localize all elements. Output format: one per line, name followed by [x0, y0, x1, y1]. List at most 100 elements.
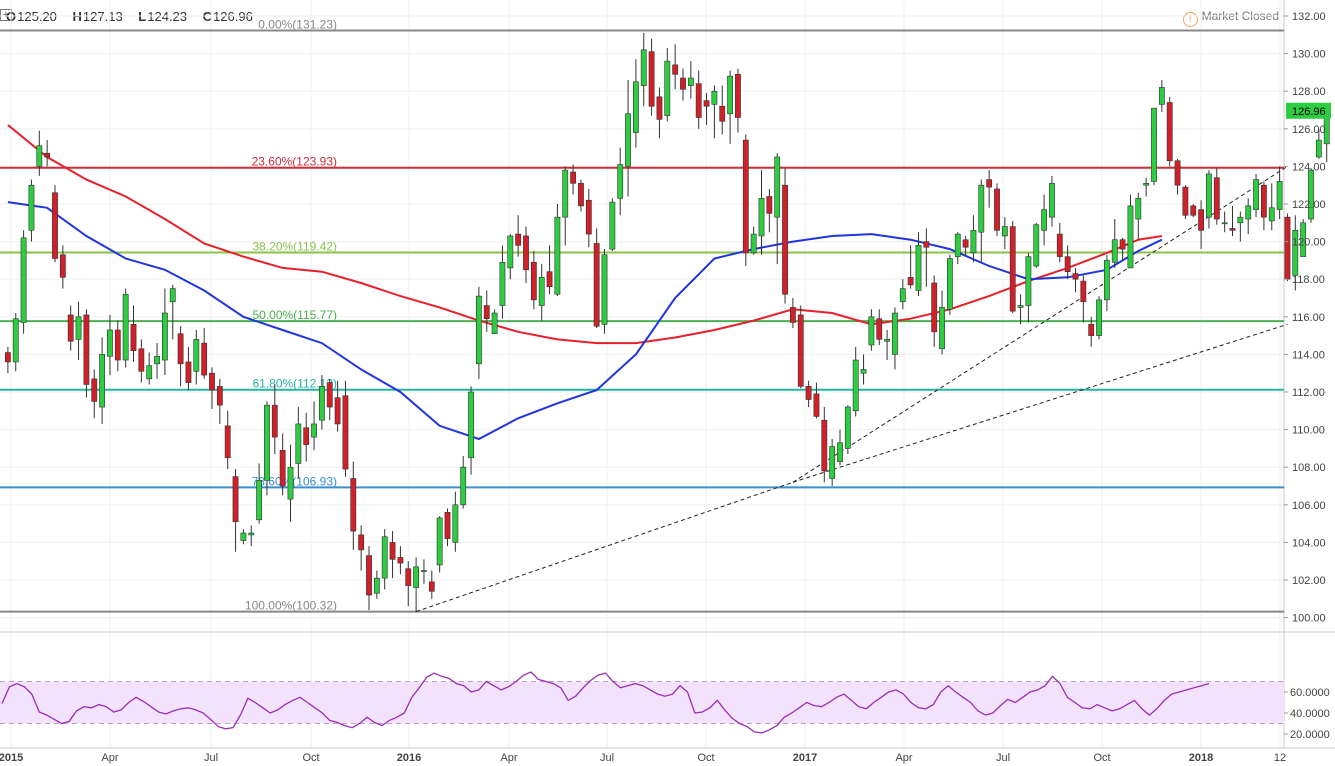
candle — [837, 429, 843, 466]
candle-body — [915, 245, 922, 291]
candle-body — [546, 271, 553, 288]
price-tick-label: 116.00 — [1292, 312, 1325, 324]
candle-body — [114, 329, 121, 361]
candle-body — [884, 339, 890, 342]
candle — [1072, 267, 1079, 293]
candle — [915, 232, 922, 297]
candle-body — [279, 449, 286, 487]
candle-body — [154, 355, 160, 365]
candle — [640, 32, 647, 107]
time-tick-label: 2017 — [793, 752, 817, 764]
candle — [680, 68, 686, 101]
candle-body — [1017, 305, 1024, 308]
candle — [1135, 192, 1142, 240]
candle-body — [1072, 273, 1079, 280]
candle-body — [499, 261, 506, 306]
candle-body — [609, 201, 616, 250]
rsi-line — [1, 671, 1210, 734]
candle — [593, 228, 600, 329]
time-tick-label: Oct — [302, 752, 319, 764]
candle-body — [1229, 228, 1236, 231]
candle — [1221, 211, 1228, 233]
candle-body — [428, 581, 435, 592]
candle-body — [656, 96, 663, 120]
candle-body — [625, 113, 631, 167]
fib-label: 50.00%(115.77) — [252, 308, 337, 322]
candle — [970, 215, 977, 263]
candle — [1300, 219, 1307, 257]
time-axis: 2015 Apr Jul Oct 2016 Apr Jul Oct 2017 Apr Jul Oct 2… — [0, 752, 1286, 764]
trendline — [415, 481, 794, 613]
candle — [1253, 173, 1259, 218]
candle — [852, 346, 859, 417]
candle-body — [193, 339, 200, 372]
candle-body — [962, 239, 969, 248]
candle — [5, 346, 11, 374]
candle — [397, 546, 404, 575]
candle-body — [735, 73, 741, 118]
candle — [342, 380, 349, 477]
candle — [475, 286, 482, 379]
candle — [1292, 215, 1299, 291]
candle — [562, 166, 569, 246]
candle — [735, 68, 741, 133]
candle-body — [805, 386, 812, 400]
candle-body — [578, 183, 584, 207]
price-tick-label: 128.00 — [1292, 86, 1326, 98]
candle-body — [162, 312, 168, 361]
candle-body — [570, 171, 576, 184]
candle-body — [892, 312, 898, 355]
candle-body — [287, 466, 294, 500]
time-tick-label: Apr — [101, 752, 118, 764]
candle — [107, 314, 113, 376]
fib-label: 23.60%(123.93) — [252, 155, 337, 169]
candles — [5, 32, 1330, 612]
candle — [703, 93, 710, 126]
candle — [1284, 213, 1291, 282]
candle — [114, 320, 121, 372]
candle-body — [28, 184, 35, 231]
candle — [154, 343, 160, 379]
candle — [1111, 219, 1118, 268]
price-tick-label: 106.00 — [1292, 500, 1326, 512]
candle — [829, 439, 836, 486]
candle-body — [381, 536, 388, 579]
candle-body — [311, 423, 317, 438]
candle — [617, 147, 624, 216]
candle — [648, 38, 655, 116]
candle-body — [758, 198, 765, 237]
candle-body — [1158, 87, 1165, 105]
candle — [1056, 222, 1063, 263]
candle — [1017, 294, 1024, 325]
candle — [12, 313, 19, 372]
candle — [892, 307, 898, 370]
candle — [452, 491, 459, 552]
candle-body — [829, 446, 836, 479]
candle — [52, 185, 58, 263]
candle-body — [1261, 184, 1267, 218]
price-tick-label: 132.00 — [1292, 11, 1326, 23]
time-tick-label: 2016 — [397, 752, 421, 764]
time-tick-label: Apr — [895, 752, 912, 764]
candle — [138, 339, 145, 383]
candle-body — [876, 318, 883, 340]
candle-body — [436, 517, 443, 566]
candle-body — [774, 156, 781, 218]
candle — [939, 290, 945, 355]
candle — [1009, 220, 1016, 314]
candle — [1261, 181, 1267, 231]
candle-body — [303, 427, 310, 445]
candle — [122, 288, 129, 368]
candle — [578, 179, 584, 212]
candle — [609, 198, 616, 251]
candle-body — [1182, 186, 1189, 216]
candle — [146, 352, 153, 385]
candle — [405, 561, 412, 607]
candle-body — [1064, 256, 1071, 272]
candle-body — [1033, 224, 1040, 267]
candle — [962, 235, 969, 257]
candle — [766, 188, 773, 233]
candle — [844, 405, 851, 455]
candle-body — [91, 378, 98, 402]
